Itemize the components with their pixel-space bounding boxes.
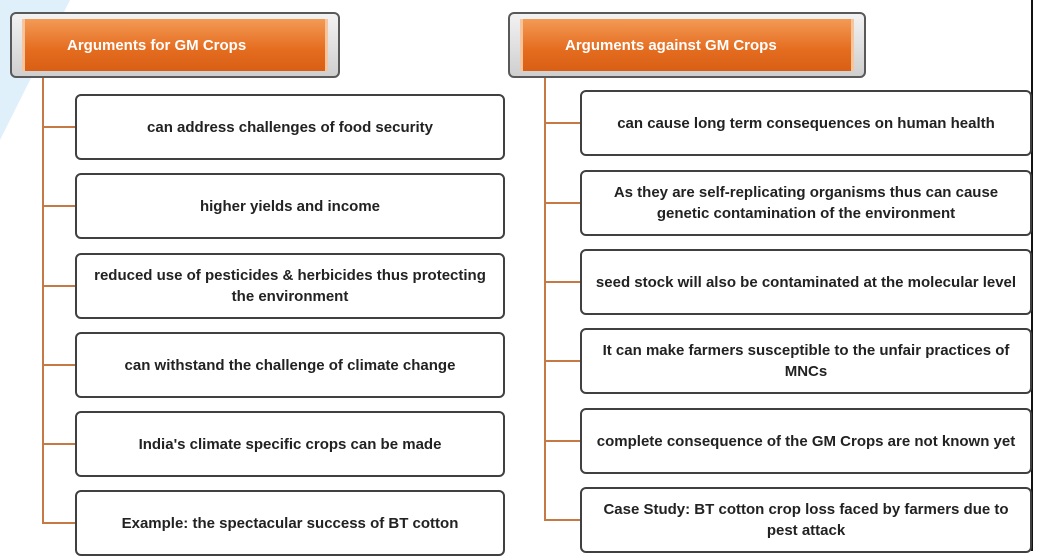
column-title: Arguments for GM Crops [22, 19, 328, 71]
argument-box: can cause long term consequences on huma… [580, 90, 1032, 156]
connector [544, 281, 580, 283]
connector [544, 360, 580, 362]
column-title: Arguments against GM Crops [520, 19, 854, 71]
connector [544, 122, 580, 124]
connector [42, 443, 75, 445]
connector [42, 126, 75, 128]
connector [544, 519, 580, 521]
argument-box: complete consequence of the GM Crops are… [580, 408, 1032, 474]
connector [42, 205, 75, 207]
connector [42, 364, 75, 366]
argument-box: Case Study: BT cotton crop loss faced by… [580, 487, 1032, 553]
connector [544, 440, 580, 442]
argument-box: Example: the spectacular success of BT c… [75, 490, 505, 556]
argument-box: higher yields and income [75, 173, 505, 239]
argument-box: As they are self-replicating organisms t… [580, 170, 1032, 236]
column-header: Arguments against GM Crops [508, 12, 866, 78]
argument-box: reduced use of pesticides & herbicides t… [75, 253, 505, 319]
argument-box: seed stock will also be contaminated at … [580, 249, 1032, 315]
edge-line [1031, 0, 1033, 551]
argument-box: It can make farmers susceptible to the u… [580, 328, 1032, 394]
argument-box: India's climate specific crops can be ma… [75, 411, 505, 477]
argument-box: can withstand the challenge of climate c… [75, 332, 505, 398]
connector [42, 522, 75, 524]
connector [544, 202, 580, 204]
column-header: Arguments for GM Crops [10, 12, 340, 78]
connector [544, 78, 546, 519]
connector [42, 285, 75, 287]
connector [42, 78, 44, 522]
argument-box: can address challenges of food security [75, 94, 505, 160]
